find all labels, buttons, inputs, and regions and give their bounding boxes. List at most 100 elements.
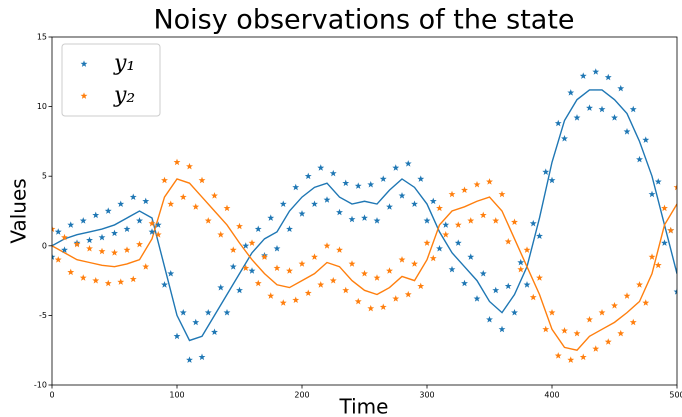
star-point (129, 193, 137, 200)
star-point (329, 277, 337, 284)
star-point (517, 258, 525, 266)
star-point (104, 279, 112, 287)
star-point (486, 315, 493, 323)
star-point (454, 221, 462, 228)
star-point (242, 242, 250, 249)
star-point (198, 176, 206, 184)
star-point (261, 253, 268, 260)
star-point (104, 207, 112, 214)
x-tick-label: 100 (169, 391, 184, 400)
y-tick-label: 10 (37, 102, 47, 111)
star-point (567, 356, 575, 363)
star-point (236, 222, 243, 230)
star-point (661, 239, 668, 246)
star-point (479, 270, 487, 277)
state-line (52, 178, 677, 351)
y-tick-label: 0 (42, 241, 47, 250)
star-point (348, 260, 356, 267)
legend-marker (80, 92, 88, 99)
star-point (298, 260, 306, 267)
star-point (536, 232, 543, 239)
star-point (423, 217, 431, 224)
star-point (304, 289, 312, 297)
star-point (598, 309, 606, 316)
star-point (123, 246, 131, 253)
star-point (623, 292, 631, 299)
star-point (561, 135, 568, 142)
star-point (273, 264, 281, 271)
star-point (248, 239, 256, 246)
star-point (67, 268, 75, 276)
star-point (117, 278, 125, 285)
star-point (167, 200, 175, 207)
star-point (398, 256, 406, 263)
star-point (636, 281, 643, 288)
star-point (254, 225, 262, 233)
star-point (361, 270, 368, 277)
star-point (504, 282, 512, 290)
star-point (586, 104, 593, 111)
plot-frame (51, 36, 678, 386)
y-tick-label: -10 (34, 381, 47, 390)
star-point (79, 217, 87, 224)
star-point (498, 325, 506, 333)
star-point (311, 253, 318, 260)
star-point (373, 217, 381, 224)
legend-marker (80, 60, 88, 67)
star-point (123, 225, 131, 233)
y-tick-label: 5 (42, 172, 47, 181)
y-tick-label: 15 (37, 33, 47, 42)
star-point (504, 238, 512, 245)
star-point (523, 246, 531, 253)
star-point (354, 297, 362, 305)
star-point (398, 192, 406, 199)
star-point (654, 178, 662, 185)
star-point (442, 231, 450, 238)
star-point (229, 263, 237, 270)
star-point (52, 225, 56, 233)
star-point (217, 283, 225, 291)
y-axis-label: Values (7, 178, 31, 243)
star-point (61, 246, 68, 253)
star-point (61, 233, 68, 241)
star-point (386, 203, 393, 210)
star-point (654, 261, 662, 269)
star-point (604, 73, 612, 81)
star-point (436, 204, 443, 212)
star-point (192, 318, 200, 326)
star-point (192, 203, 200, 210)
star-point (617, 329, 625, 337)
star-point (573, 114, 581, 121)
star-point (167, 270, 175, 277)
star-point (179, 309, 187, 316)
star-point (254, 279, 262, 287)
star-point (267, 292, 275, 299)
star-point (111, 229, 118, 237)
star-point (229, 246, 237, 253)
x-tick-label: 200 (294, 391, 309, 400)
star-point (336, 208, 343, 216)
x-tick-label: 500 (669, 391, 682, 400)
x-tick-label: 0 (49, 391, 54, 400)
star-point (273, 244, 281, 252)
star-point (129, 275, 137, 283)
star-point (448, 190, 456, 198)
star-point (111, 249, 118, 256)
star-point (379, 303, 387, 310)
star-point (492, 286, 500, 294)
star-point (354, 182, 362, 189)
star-point (323, 242, 331, 249)
star-point (436, 244, 443, 252)
star-point (142, 197, 150, 205)
star-point (311, 200, 318, 207)
star-point (379, 175, 387, 182)
star-point (361, 214, 368, 221)
star-point (292, 183, 300, 191)
star-point (386, 267, 393, 274)
star-point (529, 293, 537, 301)
star-point (648, 253, 656, 260)
star-point (429, 197, 437, 205)
star-point (442, 221, 450, 228)
star-point (604, 338, 612, 345)
